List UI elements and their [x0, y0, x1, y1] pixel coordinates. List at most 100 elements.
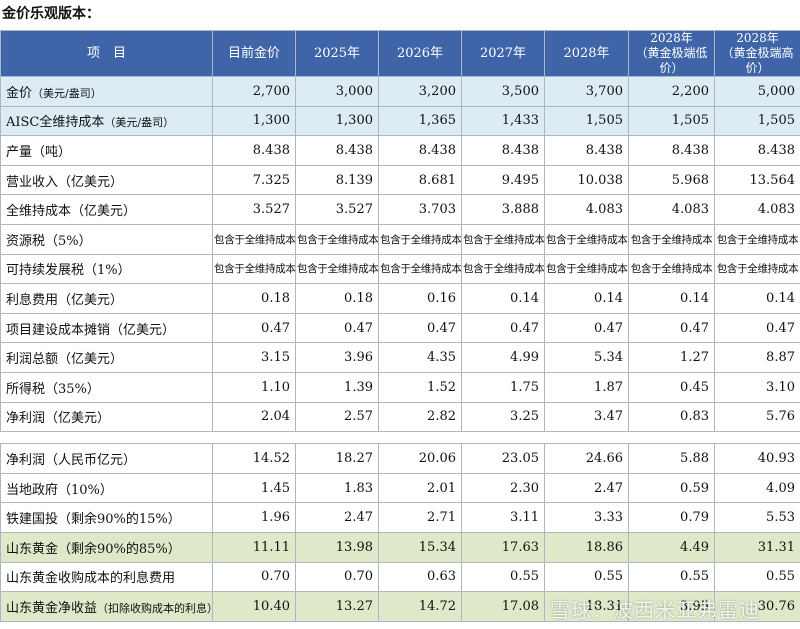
row-label: 所得税（35%）	[0, 371, 213, 403]
table-cell: 0.55	[714, 561, 800, 593]
table-row: 利润总额（亿美元） 3.15 3.96 4.35 4.99 5.34 1.27 8.87	[0, 342, 800, 373]
table-cell: 5.34	[544, 342, 629, 373]
row-label: 铁建国投（剩余90%的15%）	[0, 502, 213, 533]
table-cell: 0.14	[628, 283, 715, 314]
page-title: 金价乐观版本：	[2, 6, 100, 22]
row-label: 营业收入（亿美元）	[0, 164, 213, 196]
table-cell: 4.083	[544, 194, 629, 225]
row-label: 净利润（亿美元）	[0, 401, 213, 433]
row-label: 可持续发展税（1%）	[0, 253, 213, 285]
table-cell: 1,300	[212, 105, 296, 137]
table-row: AISC全维持成本（美元/盎司） 1,300 1,300 1,365 1,433 1,50…	[0, 105, 800, 137]
table-cell: 包含于全维持成本	[295, 223, 379, 255]
table-cell: 0.14	[544, 283, 629, 314]
table-cell: 包含于全维持成本	[378, 253, 462, 285]
table-cell: 1.27	[628, 342, 715, 373]
table-cell: 1,433	[461, 105, 545, 137]
table-cell: 1,365	[378, 105, 462, 137]
table-cell: 13.564	[714, 164, 800, 196]
row-label: 山东黄金净收益（扣除收购成本的利息）	[0, 591, 213, 622]
table-cell: 5.76	[714, 401, 800, 433]
table-cell: 0.55	[461, 561, 545, 593]
table-cell: 3,000	[295, 76, 379, 107]
table-cell: 5.53	[714, 502, 800, 533]
table-cell: 3,700	[544, 76, 629, 107]
spacer-cell	[0, 431, 213, 445]
row-label-text: 净利润（亿美元）	[6, 411, 111, 427]
table-cell: 包含于全维持成本	[295, 253, 379, 285]
table-cell: 包含于全维持成本	[714, 253, 800, 285]
row-label: AISC全维持成本（美元/盎司）	[0, 105, 213, 137]
table-cell: 10.038	[544, 164, 629, 196]
table-cell: 1,505	[544, 105, 629, 137]
table-cell: 24.66	[544, 443, 629, 474]
table-cell: 4.083	[628, 194, 715, 225]
table-cell: 8.438	[378, 135, 462, 166]
row-label-text: 全维持成本（亿美元）	[6, 204, 137, 220]
table-cell: 0.55	[544, 561, 629, 593]
table-cell: 23.05	[461, 443, 545, 474]
spacer-row	[0, 431, 800, 445]
table-cell: 0.47	[378, 312, 462, 344]
table-cell: 0.16	[378, 283, 462, 314]
row-label-text: 项目建设成本摊销（亿美元）	[6, 322, 176, 338]
table-cell: 13.27	[295, 591, 379, 622]
table-row: 净利润（人民币亿元） 14.52 18.27 20.06 23.05 24.66 5.88 4…	[0, 443, 800, 474]
table-row: 金价（美元/盎司） 2,700 3,000 3,200 3,500 3,700 2,200 5…	[0, 76, 800, 107]
table-row: 当地政府（10%） 1.45 1.83 2.01 2.30 2.47 0.59 4.09	[0, 472, 800, 504]
table-cell: 5.88	[628, 443, 715, 474]
row-label-unit: （美元/盎司）	[32, 86, 102, 100]
row-label-unit: （扣除收购成本的利息）	[97, 601, 213, 615]
row-label: 产量（吨）	[0, 135, 213, 166]
table-cell: 2.04	[212, 401, 296, 433]
table-cell: 0.70	[295, 561, 379, 593]
table-cell: 3.15	[212, 342, 296, 373]
header-2025: 2025年	[295, 30, 379, 77]
table-cell: 2.47	[295, 502, 379, 533]
header-item: 项 目	[0, 30, 213, 77]
row-label: 当地政府（10%）	[0, 472, 213, 504]
table-cell: 0.47	[212, 312, 296, 344]
table-row: 全维持成本（亿美元） 3.527 3.527 3.703 3.888 4.083 4.083…	[0, 194, 800, 225]
table-cell: 包含于全维持成本	[714, 223, 800, 255]
table-row: 营业收入（亿美元） 7.325 8.139 8.681 9.495 10.038 5.968…	[0, 164, 800, 196]
table-cell: 14.72	[378, 591, 462, 622]
row-label-unit: （美元/盎司）	[104, 116, 175, 130]
table-cell: 8.681	[378, 164, 462, 196]
table-cell: 14.52	[212, 443, 296, 474]
row-label-text: 山东黄金净收益	[6, 600, 98, 616]
table-cell: 18.27	[295, 443, 379, 474]
table-cell: 1.96	[212, 502, 296, 533]
table-cell: 0.47	[544, 312, 629, 344]
table-cell: 1.87	[544, 371, 629, 403]
row-label-text: 产量（吨）	[6, 144, 72, 160]
table-row: 山东黄金净收益（扣除收购成本的利息） 10.40 13.27 14.72 17.08 18…	[0, 591, 800, 622]
row-label-text: AISC全维持成本	[6, 115, 105, 131]
table-row: 所得税（35%） 1.10 1.39 1.52 1.75 1.87 0.45 3.10	[0, 371, 800, 403]
table-cell: 3,200	[378, 76, 462, 107]
table-row: 山东黄金（剩余90%的85%） 11.11 13.98 15.34 17.63 18.86…	[0, 531, 800, 563]
table-cell: 4.083	[714, 194, 800, 225]
table-cell: 1.10	[212, 371, 296, 403]
table-row: 可持续发展税（1%） 包含于全维持成本 包含于全维持成本 包含于全维持成本 包含于全维持…	[0, 253, 800, 285]
table-cell: 3.527	[295, 194, 379, 225]
gold-price-table: 项 目 目前金价 2025年 2026年 2027年 2028年 2028年 （…	[0, 30, 800, 622]
row-label: 利润总额（亿美元）	[0, 342, 213, 373]
row-label: 山东黄金（剩余90%的85%）	[0, 531, 213, 563]
header-2028: 2028年	[544, 30, 629, 77]
table-cell: 1.39	[295, 371, 379, 403]
table-cell: 4.09	[714, 472, 800, 504]
header-2028-low: 2028年 （黄金极端低价）	[628, 30, 715, 77]
table-cell: 0.14	[461, 283, 545, 314]
table-cell: 40.93	[714, 443, 800, 474]
table-cell: 8.438	[714, 135, 800, 166]
row-label: 项目建设成本摊销（亿美元）	[0, 312, 213, 344]
table-cell: 2.47	[544, 472, 629, 504]
row-label: 利息费用（亿美元）	[0, 283, 213, 314]
table-cell: 17.63	[461, 531, 545, 563]
table-cell: 1.52	[378, 371, 462, 403]
table-cell: 30.76	[714, 591, 800, 622]
spacer-cell	[295, 431, 379, 445]
table-cell: 3.25	[461, 401, 545, 433]
row-label: 金价（美元/盎司）	[0, 76, 213, 107]
